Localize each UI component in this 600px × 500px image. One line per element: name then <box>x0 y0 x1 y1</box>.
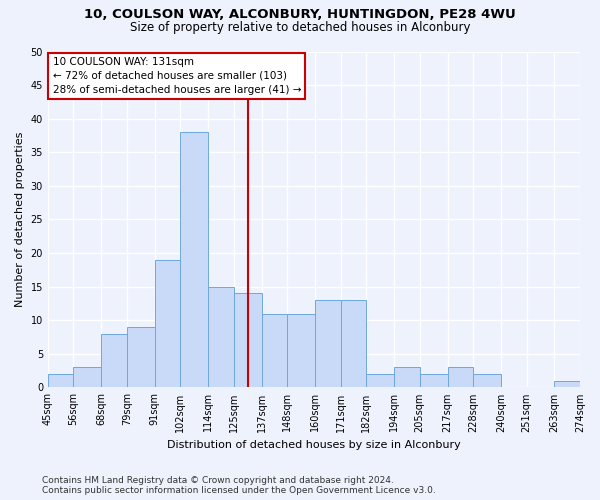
Bar <box>234 294 262 388</box>
Bar <box>419 374 448 388</box>
Y-axis label: Number of detached properties: Number of detached properties <box>15 132 25 307</box>
Bar <box>287 314 315 388</box>
Bar <box>448 368 473 388</box>
Text: 10 COULSON WAY: 131sqm
← 72% of detached houses are smaller (103)
28% of semi-de: 10 COULSON WAY: 131sqm ← 72% of detached… <box>53 57 301 95</box>
Bar <box>554 380 580 388</box>
Bar <box>181 132 208 388</box>
Bar <box>155 260 181 388</box>
Bar <box>473 374 501 388</box>
Bar <box>101 334 127 388</box>
Bar <box>315 300 341 388</box>
Bar <box>394 368 419 388</box>
X-axis label: Distribution of detached houses by size in Alconbury: Distribution of detached houses by size … <box>167 440 461 450</box>
Text: 10, COULSON WAY, ALCONBURY, HUNTINGDON, PE28 4WU: 10, COULSON WAY, ALCONBURY, HUNTINGDON, … <box>84 8 516 20</box>
Text: Contains HM Land Registry data © Crown copyright and database right 2024.
Contai: Contains HM Land Registry data © Crown c… <box>42 476 436 495</box>
Bar <box>127 327 155 388</box>
Bar <box>208 286 234 388</box>
Bar <box>73 368 101 388</box>
Bar <box>366 374 394 388</box>
Bar <box>341 300 366 388</box>
Text: Size of property relative to detached houses in Alconbury: Size of property relative to detached ho… <box>130 21 470 34</box>
Bar <box>262 314 287 388</box>
Bar <box>48 374 73 388</box>
